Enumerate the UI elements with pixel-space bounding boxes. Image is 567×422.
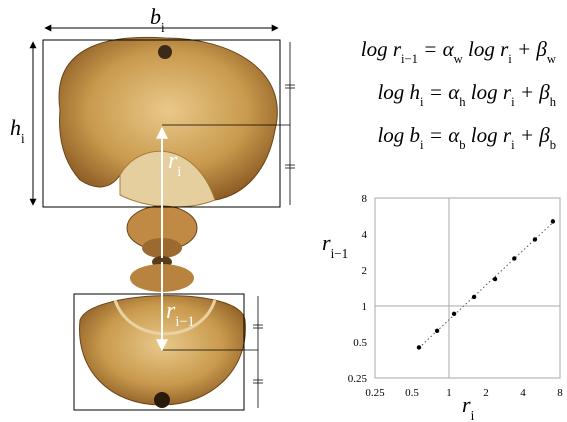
- data-point: [512, 256, 516, 260]
- y-axis-label: ri−1: [322, 230, 348, 261]
- y-tick-label: 0.25: [348, 373, 368, 385]
- data-point: [452, 312, 456, 316]
- figure: bihiriri−1log ri−1 = αw log ri + βwlog h…: [0, 0, 567, 422]
- plot-frame: [375, 198, 560, 378]
- x-tick-label: 0.5: [405, 387, 419, 399]
- equation-text: + β: [515, 80, 551, 104]
- height-label-text: h: [10, 115, 21, 140]
- x-tick-label: 2: [483, 387, 489, 399]
- y-tick-label: 2: [362, 265, 368, 277]
- equation-text: = α: [424, 123, 461, 147]
- equation-text: + β: [515, 123, 551, 147]
- shell-photo: [59, 37, 277, 408]
- equation-text: log h: [377, 80, 420, 104]
- equation-text: = α: [424, 80, 461, 104]
- data-point: [493, 277, 497, 281]
- x-tick-label: 0.25: [365, 387, 385, 399]
- equation-sub: h: [550, 95, 557, 109]
- radius-label-sub: i−1: [175, 314, 194, 330]
- y-tick-label: 4: [362, 229, 368, 241]
- equation-text: + β: [512, 37, 548, 61]
- equation-text: log b: [377, 123, 420, 147]
- y-tick-label: 8: [362, 193, 368, 205]
- y-axis-label-sub: i−1: [331, 246, 349, 261]
- equation-text: = α: [418, 37, 455, 61]
- equation-text: log r: [361, 37, 402, 61]
- x-axis-label: ri: [462, 392, 475, 422]
- radius-label-sub: i: [177, 164, 181, 180]
- height-label-sub: i: [21, 131, 25, 146]
- x-axis-label-sub: i: [471, 408, 475, 422]
- x-tick-label: 8: [557, 387, 563, 399]
- equation-sub: w: [547, 52, 557, 66]
- equation-text: log r: [463, 37, 509, 61]
- equation: log ri−1 = αw log ri + βw: [361, 37, 557, 66]
- data-point: [472, 295, 476, 299]
- equation-sub: b: [550, 138, 556, 152]
- y-tick-label: 1: [362, 301, 368, 313]
- data-point: [551, 219, 555, 223]
- equation-text: log r: [466, 123, 512, 147]
- data-point: [533, 237, 537, 241]
- x-tick-label: 4: [520, 387, 526, 399]
- width-label-text: b: [150, 4, 161, 29]
- equation: log bi = αb log ri + βb: [377, 123, 556, 152]
- equation: log hi = αh log ri + βh: [377, 80, 556, 109]
- height-label: hi: [10, 115, 25, 146]
- width-label: bi: [150, 4, 165, 35]
- y-tick-label: 0.5: [353, 337, 367, 349]
- trendline: [419, 223, 553, 348]
- x-tick-label: 1: [446, 387, 452, 399]
- data-point: [417, 345, 421, 349]
- data-point: [435, 329, 439, 333]
- equation-text: log r: [466, 80, 512, 104]
- width-label-sub: i: [161, 20, 165, 35]
- equation-sub: i−1: [401, 52, 418, 66]
